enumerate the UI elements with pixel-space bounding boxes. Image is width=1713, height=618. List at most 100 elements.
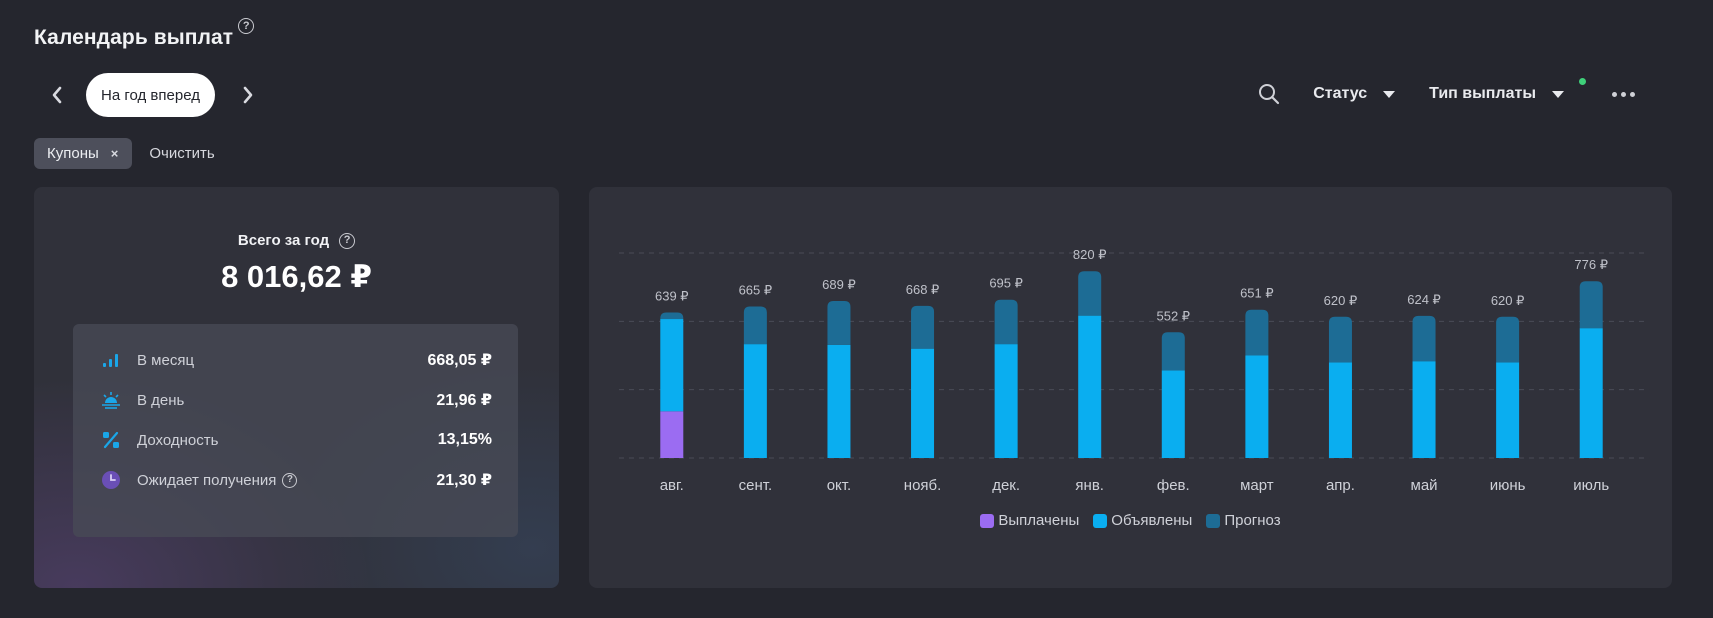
x-tick-label: апр. <box>1326 477 1355 494</box>
stat-label: В день <box>137 391 185 409</box>
signal-bars-icon <box>101 350 121 370</box>
bar-total-label: 620 ₽ <box>1324 293 1358 308</box>
clear-filters-button[interactable]: Очистить <box>149 145 215 162</box>
chevron-right-icon <box>243 86 253 104</box>
legend-swatch-forecast <box>1206 513 1221 528</box>
dot-icon <box>1630 91 1635 97</box>
payments-bar-chart: 639 ₽ авг. 665 ₽ сент. 689 ₽ окт. 668 ₽ нояб. 69… <box>619 247 1644 494</box>
legend-label: Объявлены <box>1111 512 1193 529</box>
x-tick-label: сент. <box>739 477 773 494</box>
legend-item-paid[interactable]: Выплачены <box>980 512 1079 529</box>
next-period-button[interactable] <box>235 73 261 117</box>
payment-type-dropdown[interactable]: Тип выплаты <box>1429 78 1586 103</box>
title-help-icon[interactable]: ? <box>238 18 255 34</box>
stat-value: 13,15% <box>437 431 492 448</box>
bar-segment-forecast <box>1245 309 1269 356</box>
bar-total-label: 620 ₽ <box>1491 293 1525 308</box>
bar-group[interactable] <box>1078 271 1102 458</box>
summary-card: Всего за год ? 8 016,62 ₽ В месяц 668,05… <box>34 187 559 588</box>
bar-segment-announced <box>994 344 1018 458</box>
bar-group[interactable] <box>1412 315 1436 458</box>
stat-value: 21,30 ₽ <box>436 472 492 489</box>
bar-segment-announced <box>1496 362 1520 458</box>
bar-group[interactable] <box>1579 281 1603 458</box>
bar-segment-announced <box>743 344 767 458</box>
sunrise-icon <box>101 390 121 410</box>
bar-total-label: 665 ₽ <box>739 283 773 298</box>
caret-down-icon <box>1552 90 1564 98</box>
legend-swatch-announced <box>1093 513 1108 528</box>
status-dropdown[interactable]: Статус <box>1313 85 1396 103</box>
title-row: Календарь выплат ? <box>34 18 255 50</box>
percent-icon <box>101 430 121 450</box>
filter-chip-coupons[interactable]: Купоны × <box>34 138 133 169</box>
close-icon[interactable]: × <box>110 146 119 161</box>
bar-segment-forecast <box>1328 316 1352 363</box>
period-button[interactable]: На год вперед <box>86 73 215 117</box>
total-help-icon[interactable]: ? <box>339 232 356 249</box>
stat-row-yield: Доходность 13,15% <box>101 428 492 452</box>
stat-label-text: Ожидает получения <box>137 471 277 489</box>
active-filters: Купоны × Очистить <box>34 138 215 169</box>
stat-label: В месяц <box>137 351 195 369</box>
bar-group[interactable] <box>1328 316 1352 458</box>
bar-segment-announced <box>660 319 684 412</box>
period-selector: На год вперед <box>44 73 261 117</box>
bar-group[interactable] <box>743 306 767 458</box>
bar-segment-forecast <box>1161 332 1185 371</box>
x-tick-label: дек. <box>992 477 1020 494</box>
chart-legend: Выплачены Объявлены Прогноз <box>589 512 1672 529</box>
bar-segment-forecast <box>994 299 1018 345</box>
bar-group[interactable] <box>1161 332 1185 458</box>
bar-segment-paid <box>660 411 684 458</box>
payment-type-dropdown-label: Тип выплаты <box>1429 85 1536 102</box>
toolbar: Статус Тип выплаты <box>1255 78 1635 108</box>
bar-segment-announced <box>827 344 851 458</box>
dot-icon <box>1621 91 1626 97</box>
search-button[interactable] <box>1255 80 1283 108</box>
bar-segment-forecast <box>1412 315 1436 362</box>
stat-label: Ожидает получения ? <box>137 471 298 489</box>
x-tick-label: нояб. <box>904 477 942 494</box>
bar-total-label: 695 ₽ <box>989 276 1023 291</box>
bar-group[interactable] <box>994 299 1018 458</box>
bar-group[interactable] <box>1245 309 1269 458</box>
total-label-row: Всего за год ? <box>34 232 559 249</box>
total-label: Всего за год <box>237 232 330 249</box>
status-dropdown-label: Статус <box>1313 85 1368 102</box>
x-tick-label: фев. <box>1157 477 1190 494</box>
x-tick-label: окт. <box>827 477 851 494</box>
bar-group[interactable] <box>1496 316 1520 458</box>
bar-total-label: 639 ₽ <box>655 288 689 303</box>
bar-total-label: 552 ₽ <box>1157 308 1191 323</box>
legend-item-announced[interactable]: Объявлены <box>1093 512 1192 529</box>
stat-value: 21,96 ₽ <box>436 392 492 409</box>
stat-row-day: В день 21,96 ₽ <box>101 388 492 412</box>
chevron-left-icon <box>52 86 62 104</box>
bar-segment-announced <box>1579 328 1603 458</box>
x-tick-label: май <box>1411 477 1438 494</box>
bar-segment-forecast <box>1496 316 1520 363</box>
bar-group[interactable] <box>911 305 935 458</box>
stat-row-month: В месяц 668,05 ₽ <box>101 348 492 372</box>
more-options-button[interactable] <box>1612 86 1635 103</box>
bar-segment-forecast <box>660 312 684 320</box>
bar-total-label: 820 ₽ <box>1073 247 1107 262</box>
pending-help-icon[interactable]: ? <box>282 472 298 488</box>
x-tick-label: янв. <box>1075 477 1104 494</box>
bar-group[interactable] <box>827 301 851 458</box>
stat-row-pending: Ожидает получения ? 21,30 ₽ <box>101 468 492 492</box>
bar-group[interactable] <box>660 312 684 458</box>
x-tick-label: июнь <box>1490 477 1526 494</box>
prev-period-button[interactable] <box>44 73 70 117</box>
x-tick-label: март <box>1240 477 1274 494</box>
bar-segment-announced <box>1078 315 1102 458</box>
stat-value: 668,05 ₽ <box>427 352 492 369</box>
bar-segment-forecast <box>1579 281 1603 329</box>
bar-segment-forecast <box>911 305 935 349</box>
page-title: Календарь выплат <box>34 26 234 49</box>
caret-down-icon <box>1383 90 1396 98</box>
legend-item-forecast[interactable]: Прогноз <box>1206 512 1281 529</box>
bar-segment-forecast <box>827 301 851 345</box>
